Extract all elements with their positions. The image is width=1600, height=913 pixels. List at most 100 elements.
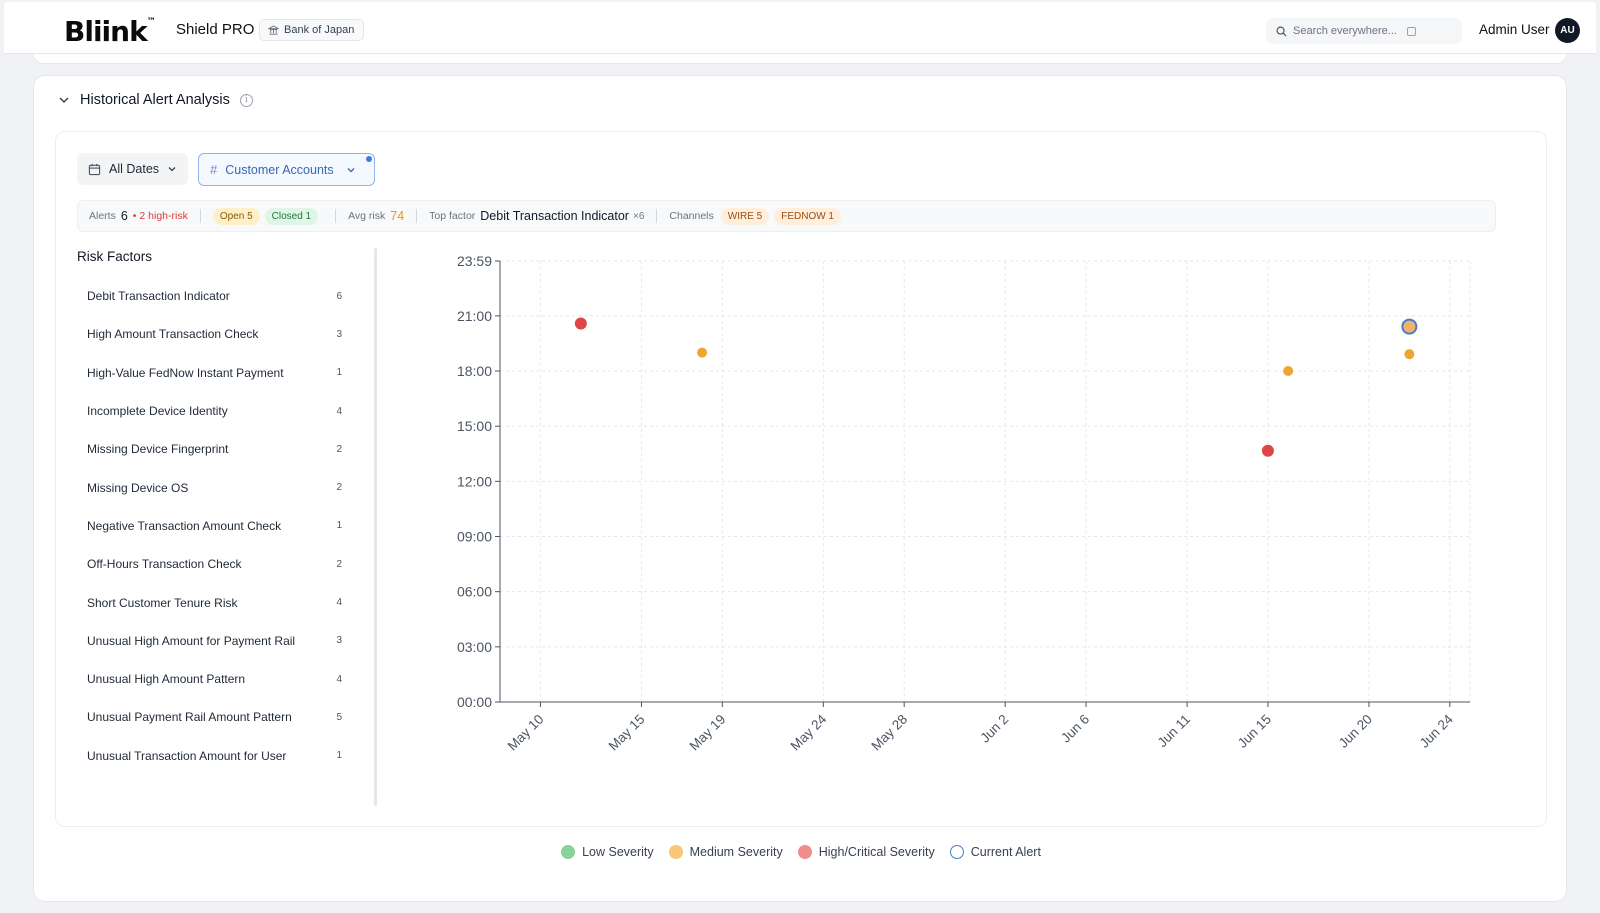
risk-factor-item[interactable]: Negative Transaction Amount Check 1 (78, 507, 350, 545)
risk-factor-count: 2 (336, 482, 342, 494)
search-input[interactable]: Search everywhere... (1266, 18, 1462, 44)
brand-logo[interactable]: Bliink™ (64, 15, 156, 48)
alert-time-scatter-chart: 00:00 03:00 06:00 09:00 12:00 15:00 18:00 21:00… (457, 253, 1471, 754)
legend-swatch (668, 845, 683, 859)
bank-icon (268, 24, 279, 35)
risk-factor-count: 1 (336, 520, 342, 532)
risk-factor-item[interactable]: Unusual Payment Rail Amount Pattern 5 (78, 698, 350, 736)
risk-factor-label: Unusual Payment Rail Amount Pattern (87, 710, 292, 725)
closed-badge[interactable]: Closed 1 (264, 207, 319, 225)
info-icon[interactable]: i (239, 93, 253, 107)
user-name[interactable]: Admin User (1479, 22, 1550, 37)
customer-accounts-filter-button[interactable]: # Customer Accounts (198, 153, 375, 186)
section-title: Historical Alert Analysis (80, 92, 230, 108)
risk-factors-list: Debit Transaction Indicator 6 High Amount… (78, 277, 350, 775)
x-tick-label: Jun 15 (1235, 712, 1274, 751)
search-icon (1276, 26, 1287, 37)
risk-factor-label: Missing Device OS (87, 480, 189, 495)
risk-factor-count: 1 (336, 367, 342, 379)
avg-risk-value: 74 (390, 209, 405, 223)
avg-risk-label: Avg risk (348, 210, 386, 222)
avatar[interactable]: AU (1555, 18, 1580, 43)
section-header[interactable]: Historical Alert Analysis i (58, 92, 253, 108)
x-tick-label: Jun 24 (1417, 711, 1457, 751)
org-name: Bank of Japan (284, 24, 355, 36)
risk-factor-item[interactable]: Missing Device Fingerprint 2 (78, 430, 350, 468)
risk-factor-count: 6 (336, 290, 342, 302)
risk-factor-item[interactable]: Debit Transaction Indicator 6 (78, 277, 350, 315)
channel-badge-wire[interactable]: WIRE 5 (720, 207, 770, 225)
risk-factor-count: 4 (336, 673, 342, 685)
y-tick-label: 06:00 (457, 584, 492, 600)
risk-factor-label: Off-Hours Transaction Check (87, 557, 242, 572)
legend-label: Current Alert (970, 845, 1041, 859)
y-tick-label: 18:00 (457, 363, 492, 379)
active-filter-dot (366, 156, 372, 162)
legend-swatch (797, 845, 812, 859)
historical-alert-analysis-section: Historical Alert Analysis i All Dates # … (33, 75, 1567, 902)
risk-factor-label: Short Customer Tenure Risk (87, 595, 238, 610)
risk-factor-count: 4 (336, 597, 342, 609)
risk-factor-count: 1 (336, 750, 342, 762)
risk-factors-scrollbar[interactable] (374, 248, 377, 806)
data-point-medium-severity (1404, 349, 1415, 360)
risk-factor-label: Unusual High Amount for Payment Rail (87, 633, 296, 648)
risk-factor-count: 3 (336, 328, 342, 340)
stats-bar: Alerts 6 • 2 high-risk Open 5 Closed 1 A… (77, 200, 1496, 232)
chevron-down-icon (168, 167, 176, 172)
y-tick-label: 00:00 (457, 694, 492, 710)
legend-swatch (561, 845, 576, 859)
risk-factor-label: Incomplete Device Identity (87, 404, 228, 419)
risk-factor-item[interactable]: High Amount Transaction Check 3 (78, 315, 350, 353)
data-point-high-severity (574, 317, 587, 330)
risk-factor-label: Unusual High Amount Pattern (87, 672, 246, 687)
shortcut-icon (1406, 26, 1416, 36)
risk-factor-item[interactable]: High-Value FedNow Instant Payment 1 (78, 354, 350, 392)
hash-icon: # (210, 162, 218, 177)
data-point-current-alert (1401, 318, 1418, 335)
legend-item-medium[interactable]: Medium Severity (668, 845, 783, 859)
data-point-high-severity (1261, 444, 1274, 457)
customer-accounts-label: Customer Accounts (225, 162, 334, 177)
risk-factor-label: High Amount Transaction Check (87, 327, 259, 342)
top-factor-value: Debit Transaction Indicator (480, 209, 629, 223)
risk-factor-item[interactable]: Unusual Transaction Amount for User 1 (78, 737, 350, 775)
y-tick-label: 12:00 (457, 473, 492, 489)
x-tick-label: May 15 (606, 712, 648, 754)
chart-legend: Low Severity Medium Severity High/Critic… (34, 845, 1568, 859)
chevron-down-icon[interactable] (58, 94, 70, 106)
x-tick-label: Jun 6 (1058, 712, 1092, 746)
legend-label: Low Severity (582, 845, 654, 859)
risk-factor-item[interactable]: Incomplete Device Identity 4 (78, 392, 350, 430)
risk-factor-count: 2 (336, 558, 342, 570)
risk-factor-item[interactable]: Short Customer Tenure Risk 4 (78, 583, 350, 621)
divider (416, 209, 418, 223)
risk-factor-item[interactable]: Missing Device OS 2 (78, 468, 350, 506)
risk-factor-item[interactable]: Unusual High Amount Pattern 4 (78, 660, 350, 698)
channel-badge-fednow[interactable]: FEDNOW 1 (774, 207, 841, 225)
org-selector[interactable]: Bank of Japan (259, 19, 365, 41)
date-filter-label: All Dates (109, 162, 160, 176)
legend-item-high[interactable]: High/Critical Severity (797, 845, 935, 859)
risk-factor-item[interactable]: Unusual High Amount for Payment Rail 3 (78, 622, 350, 660)
legend-item-low[interactable]: Low Severity (561, 845, 654, 859)
x-tick-label: May 19 (686, 712, 728, 754)
high-risk-count: • 2 high-risk (132, 210, 188, 222)
x-tick-label: May 10 (505, 712, 547, 754)
open-badge[interactable]: Open 5 (212, 207, 260, 225)
divider (335, 209, 337, 223)
y-tick-label: 15:00 (457, 418, 492, 434)
date-filter-button[interactable]: All Dates (77, 153, 189, 185)
alerts-label: Alerts (89, 210, 116, 222)
risk-factors-title: Risk Factors (77, 249, 153, 264)
top-bar: Bliink™ Shield PRO Bank of Japan Search … (4, 2, 1596, 54)
risk-factor-label: Negative Transaction Amount Check (87, 518, 282, 533)
top-factor-label: Top factor (429, 210, 476, 222)
legend-label: Medium Severity (689, 845, 783, 859)
top-factor-count: ×6 (632, 210, 645, 222)
previous-card-edge (33, 54, 1567, 64)
analysis-panel: All Dates # Customer Accounts Alerts 6 •… (55, 131, 1547, 827)
chevron-down-icon (347, 167, 355, 172)
risk-factor-item[interactable]: Off-Hours Transaction Check 2 (78, 545, 350, 583)
legend-item-current[interactable]: Current Alert (949, 845, 1041, 859)
